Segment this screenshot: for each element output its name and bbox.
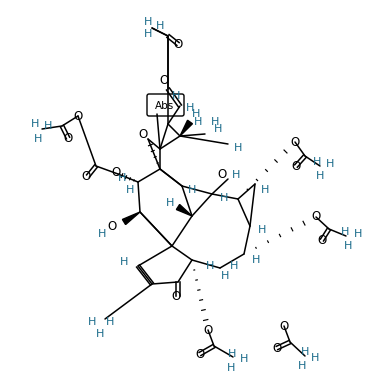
Text: H: H	[144, 17, 152, 27]
Text: H: H	[232, 170, 240, 180]
Text: H: H	[341, 227, 349, 237]
Text: O: O	[174, 38, 183, 51]
Text: H: H	[311, 353, 319, 363]
Text: H: H	[156, 21, 164, 31]
Polygon shape	[122, 212, 140, 225]
Text: H: H	[214, 124, 222, 134]
Text: H: H	[298, 361, 306, 371]
Text: O: O	[81, 169, 91, 182]
Text: H: H	[234, 143, 242, 153]
Text: O: O	[73, 109, 83, 122]
Text: H: H	[166, 198, 174, 208]
Text: H: H	[228, 349, 236, 359]
Text: H: H	[344, 241, 352, 251]
Text: H: H	[230, 261, 238, 271]
Text: O: O	[291, 159, 301, 172]
Text: H: H	[98, 229, 106, 239]
FancyBboxPatch shape	[147, 94, 184, 116]
Text: O: O	[107, 220, 117, 232]
Text: O: O	[160, 74, 169, 88]
Text: H: H	[301, 347, 309, 357]
Text: H: H	[326, 159, 334, 169]
Text: H: H	[186, 103, 194, 113]
Text: H: H	[88, 317, 96, 327]
Text: H: H	[34, 134, 42, 144]
Text: O: O	[217, 169, 227, 182]
Text: O: O	[203, 323, 212, 336]
Text: O: O	[290, 136, 300, 149]
Text: H: H	[44, 121, 52, 131]
Text: O: O	[64, 131, 73, 144]
Text: H: H	[240, 354, 248, 364]
Text: H: H	[227, 363, 235, 373]
Polygon shape	[180, 120, 192, 136]
Text: H: H	[252, 255, 260, 265]
Text: H: H	[188, 185, 196, 195]
Text: H: H	[354, 229, 362, 239]
Text: H: H	[220, 193, 228, 203]
Text: H: H	[144, 29, 152, 39]
Text: Abs: Abs	[155, 101, 175, 111]
Text: H: H	[172, 91, 180, 101]
Text: H: H	[194, 117, 202, 127]
Text: O: O	[138, 127, 148, 141]
Text: H: H	[313, 157, 321, 167]
Text: H: H	[316, 171, 324, 181]
Text: H: H	[221, 271, 229, 281]
Text: O: O	[311, 210, 321, 223]
Text: H: H	[192, 109, 200, 119]
Text: O: O	[279, 319, 289, 333]
Text: O: O	[112, 167, 121, 179]
Text: H: H	[120, 257, 128, 267]
Text: H: H	[206, 261, 214, 271]
Text: O: O	[273, 341, 282, 354]
Text: H: H	[258, 225, 266, 235]
Text: H: H	[126, 185, 134, 195]
Text: H: H	[211, 117, 219, 127]
Text: O: O	[195, 348, 204, 361]
Text: H: H	[96, 329, 104, 339]
Text: O: O	[318, 233, 327, 247]
Text: H: H	[261, 185, 269, 195]
Text: H: H	[31, 119, 39, 129]
Polygon shape	[177, 204, 192, 216]
Text: O: O	[171, 290, 181, 303]
Text: H: H	[118, 173, 126, 183]
Text: H: H	[106, 317, 114, 327]
